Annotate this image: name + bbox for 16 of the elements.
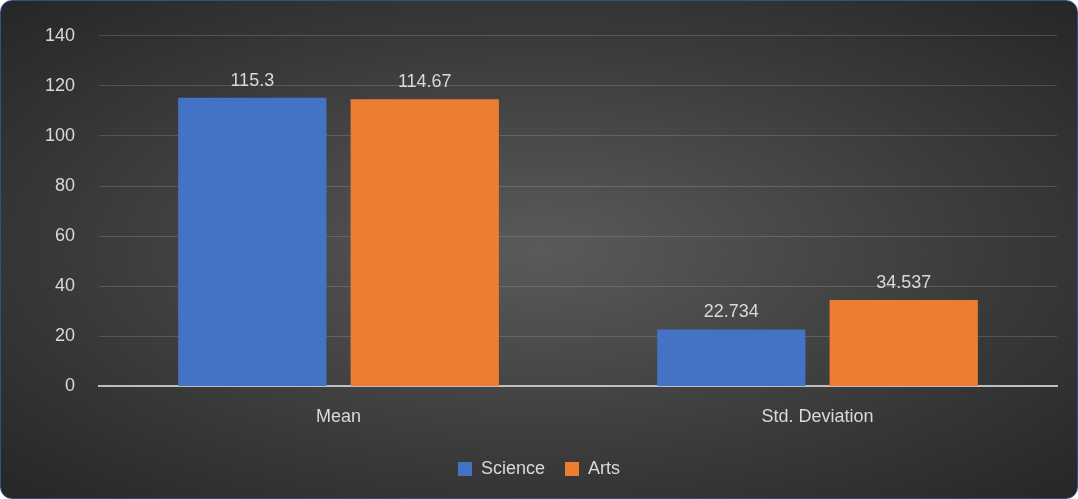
x-tick-label: Mean <box>316 406 362 427</box>
data-label: 114.67 <box>397 71 452 92</box>
data-label: 115.3 <box>230 69 275 90</box>
y-tick-label: 100 <box>44 124 76 145</box>
data-label: 34.537 <box>876 271 932 292</box>
legend-label: Science <box>480 457 546 478</box>
y-tick-label: 60 <box>55 225 76 246</box>
y-tick-label: 80 <box>55 175 76 196</box>
y-tick-label: 20 <box>55 325 76 346</box>
y-tick-label: 120 <box>44 74 76 95</box>
x-tick-label: Std. Deviation <box>761 406 874 427</box>
data-label: 22.734 <box>703 301 759 322</box>
legend-label: Arts <box>588 457 621 478</box>
y-tick-label: 140 <box>44 24 76 45</box>
y-tick-label: 0 <box>65 375 76 396</box>
y-tick-label: 40 <box>55 275 76 296</box>
